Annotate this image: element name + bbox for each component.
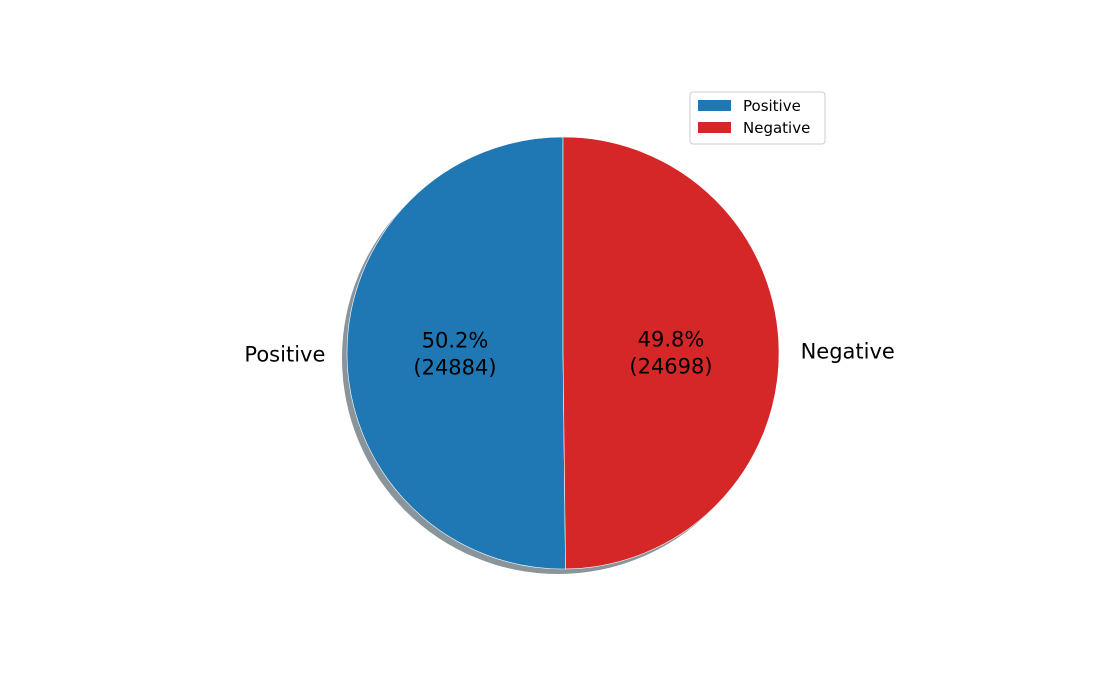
legend-swatch-negative	[698, 122, 731, 133]
pie-slice-negative	[562, 136, 780, 570]
legend-label-positive: Positive	[743, 97, 801, 115]
pie-slice-positive	[346, 136, 566, 570]
pie-category-label-negative: Negative	[801, 340, 895, 364]
pie-category-label-positive: Positive	[244, 342, 325, 366]
pie-percent-label-positive: 50.2%	[422, 329, 489, 353]
pie-percent-label-negative: 49.8%	[638, 327, 705, 351]
legend: Positive Negative	[689, 91, 826, 145]
legend-label-negative: Negative	[743, 119, 810, 137]
pie-count-label-positive: (24884)	[413, 356, 496, 380]
pie-labels: 50.2% (24884) Positive 49.8% (24698) Negative	[244, 327, 894, 379]
pie-count-label-negative: (24698)	[629, 354, 712, 378]
pie-slices	[346, 136, 780, 570]
legend-swatch-positive	[698, 100, 731, 111]
